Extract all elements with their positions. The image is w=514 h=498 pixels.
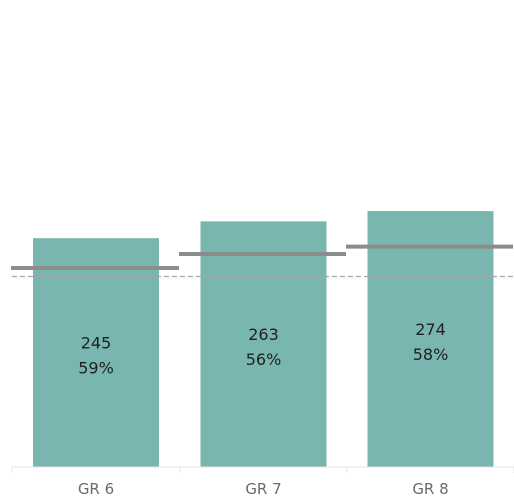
value-label: 274 [415, 320, 446, 339]
percent-label: 56% [246, 350, 282, 369]
category-label: GR 6 [78, 480, 114, 498]
percent-label: 59% [78, 359, 114, 378]
value-label: 263 [248, 325, 279, 344]
reference-marks-group [11, 244, 513, 271]
bar-gr-8 [367, 211, 494, 467]
value-label: 245 [81, 334, 112, 353]
x-axis-ticks-group [11, 467, 514, 473]
value-labels-group: 245 59% 263 56% 274 58% [78, 320, 448, 378]
bar-gr-7 [200, 221, 327, 467]
category-labels-group: GR 6 GR 7 GR 8 [78, 480, 449, 498]
percent-label: 58% [413, 345, 449, 364]
category-label: GR 7 [245, 480, 281, 498]
category-label: GR 8 [412, 480, 448, 498]
